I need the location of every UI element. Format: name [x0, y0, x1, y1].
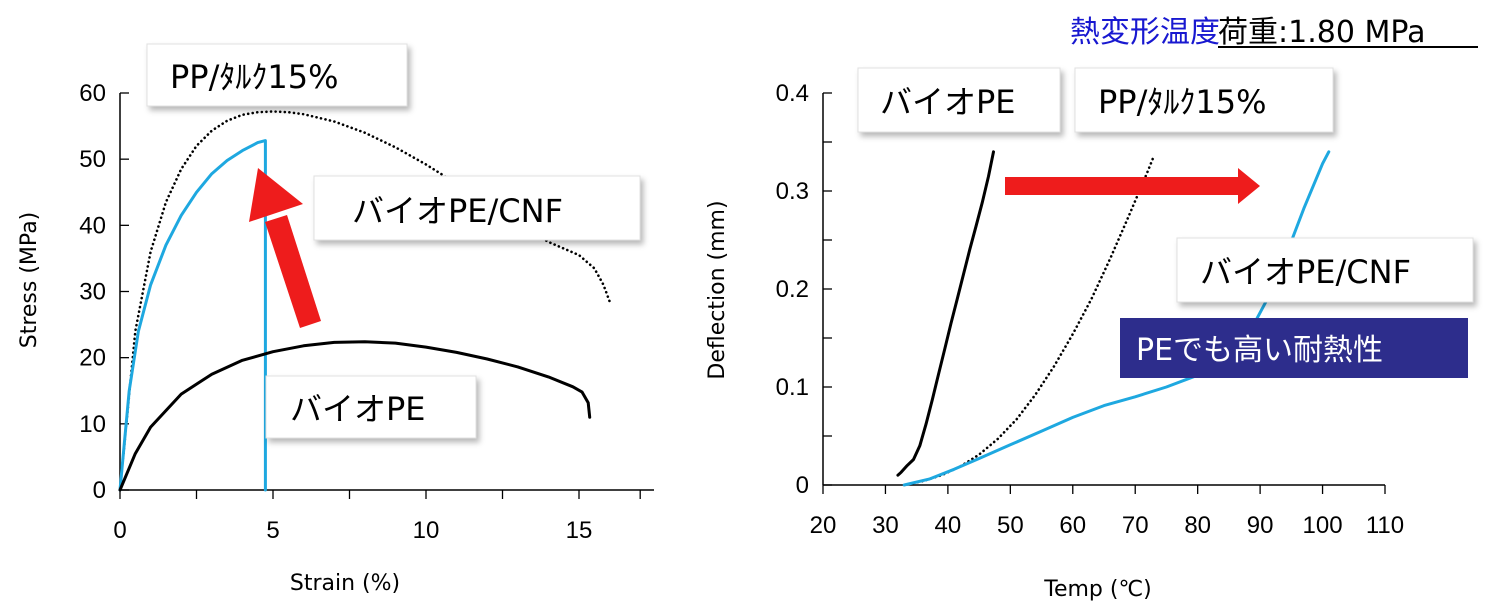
right-y-tick-label: 0.3: [776, 178, 809, 205]
left-y-tick-label: 10: [79, 411, 106, 438]
right-x-tick-label: 90: [1247, 512, 1274, 539]
left-axis-ticks: 0 10 20 30 40 50 60 0 5 10 15: [79, 80, 641, 544]
left-y-tick-label: 0: [93, 477, 106, 504]
left-y-axis-title: Stress (MPa): [17, 212, 42, 349]
left-x-axis-title: Strain (%): [290, 571, 400, 596]
right-x-tick-label: 20: [810, 512, 837, 539]
svg-text:PP/ﾀﾙｸ15%: PP/ﾀﾙｸ15%: [1098, 83, 1267, 121]
left-series-pp: [118, 110, 611, 492]
right-series-pe: [896, 150, 995, 477]
right-label-cnf: バイオPE/CNF: [1176, 237, 1474, 303]
right-y-tick-label: 0.1: [776, 374, 809, 401]
right-x-tick-label: 30: [872, 512, 899, 539]
right-red-arrow: [1005, 168, 1260, 204]
header-title: 熱変形温度: [1070, 15, 1220, 50]
right-y-tick-label: 0.2: [776, 276, 809, 303]
left-label-pe: バイオPE: [265, 375, 477, 439]
header-load-label: 荷重:1.80 MPa: [1218, 15, 1425, 50]
right-x-tick-label: 50: [997, 512, 1024, 539]
heat-resistance-badge: PEでも高い耐熱性: [1120, 318, 1468, 378]
svg-text:PEでも高い耐熱性: PEでも高い耐熱性: [1136, 333, 1383, 368]
left-x-tick-label: 10: [413, 517, 440, 544]
right-y-axis-title: Deflection (mm): [705, 200, 730, 379]
left-x-tick-label: 0: [113, 517, 126, 544]
left-label-pp: PP/ﾀﾙｸ15%: [146, 43, 408, 107]
right-x-tick-label: 80: [1184, 512, 1211, 539]
right-x-tick-label: 110: [1366, 512, 1404, 539]
left-y-tick-label: 50: [79, 146, 106, 173]
svg-text:バイオPE/CNF: バイオPE/CNF: [352, 192, 563, 230]
left-series-pe: [118, 340, 592, 492]
right-x-tick-label: 60: [1059, 512, 1086, 539]
left-series-cnf: [118, 139, 267, 492]
left-x-tick-label: 5: [266, 517, 279, 544]
right-x-tick-label: 100: [1303, 512, 1343, 539]
right-x-tick-label: 40: [935, 512, 962, 539]
right-x-tick-label: 70: [1122, 512, 1149, 539]
svg-text:PP/ﾀﾙｸ15%: PP/ﾀﾙｸ15%: [170, 58, 339, 96]
left-y-tick-label: 60: [79, 80, 106, 107]
header-title-group: 熱変形温度 荷重:1.80 MPa: [1070, 15, 1478, 50]
svg-text:バイオPE: バイオPE: [290, 390, 426, 428]
left-y-tick-label: 40: [79, 212, 106, 239]
right-label-pp: PP/ﾀﾙｸ15%: [1074, 67, 1334, 133]
stress-strain-chart: 0 10 20 30 40 50 60 0 5 10 15 Strain (%) Stress (M…: [17, 43, 654, 596]
left-y-tick-label: 30: [79, 279, 106, 306]
deflection-temperature-chart: 0 0.1 0.2 0.3 0.4 20 30 40 50 60 70 80 90 100 110 Temp…: [705, 67, 1474, 602]
left-x-tick-label: 15: [566, 517, 593, 544]
right-label-pe: バイオPE: [857, 67, 1061, 133]
left-label-cnf: バイオPE/CNF: [313, 175, 641, 241]
svg-text:バイオPE: バイオPE: [880, 83, 1016, 121]
svg-text:バイオPE/CNF: バイオPE/CNF: [1200, 253, 1411, 291]
right-y-tick-label: 0: [796, 472, 809, 499]
right-y-tick-label: 0.4: [776, 80, 809, 107]
right-x-axis-title: Temp (℃): [1043, 577, 1152, 602]
left-series-group: [118, 110, 611, 492]
left-red-arrow: [249, 168, 321, 328]
left-y-tick-label: 20: [79, 345, 106, 372]
right-axis-ticks: 0 0.1 0.2 0.3 0.4 20 30 40 50 60 70 80 90 100 110: [776, 80, 1405, 539]
